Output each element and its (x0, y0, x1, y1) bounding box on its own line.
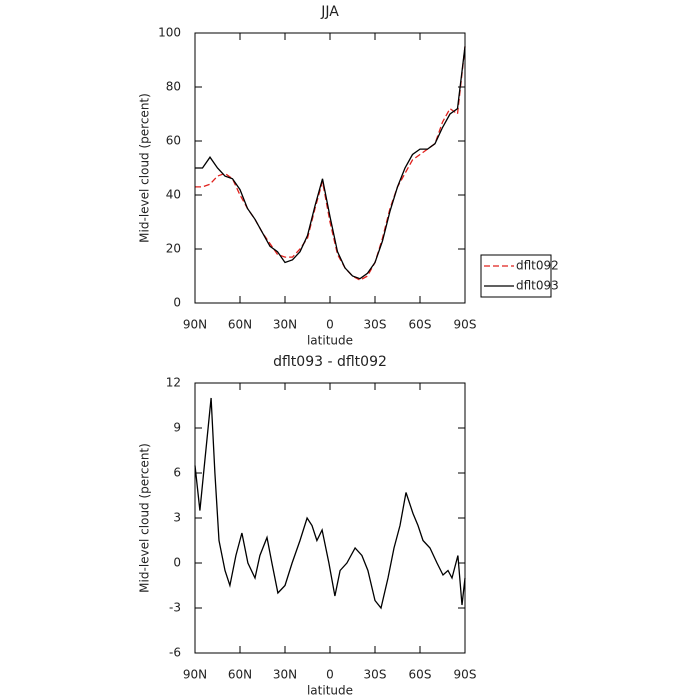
x-tick-label: 0 (326, 318, 334, 332)
y-tick-label: 20 (166, 242, 181, 256)
y-axis-label: Mid-level cloud (percent) (138, 443, 152, 593)
y-tick-label: 60 (166, 134, 181, 148)
x-tick-label: 30S (364, 318, 387, 332)
y-tick-label: 3 (173, 511, 181, 525)
y-tick-label: 6 (173, 466, 181, 480)
data-line (195, 46, 466, 281)
x-tick-label: 60S (409, 668, 432, 682)
data-line (195, 46, 466, 280)
data-line (194, 397, 466, 610)
y-tick-label: -3 (169, 601, 181, 615)
x-tick-label: 30N (273, 668, 297, 682)
x-tick-label: 30S (364, 668, 387, 682)
legend-label: dflt092 (516, 259, 559, 273)
x-tick-label: 60N (228, 318, 252, 332)
x-tick-label: 90S (454, 668, 477, 682)
y-tick-label: 9 (173, 421, 181, 435)
plot-frame (194, 382, 466, 654)
x-axis-label: latitude (307, 334, 353, 348)
x-tick-label: 90N (183, 668, 207, 682)
y-tick-label: -6 (169, 646, 181, 660)
x-axis-label: latitude (307, 684, 353, 698)
chart-title: JJA (320, 4, 339, 20)
y-tick-label: 80 (166, 80, 181, 94)
x-tick-label: 90N (183, 318, 207, 332)
x-tick-label: 0 (326, 668, 334, 682)
y-tick-label: 0 (173, 296, 181, 310)
chart-title: dflt093 - dflt092 (273, 354, 387, 370)
legend-label: dflt093 (516, 279, 559, 293)
legend-box (480, 254, 552, 298)
y-axis-label: Mid-level cloud (percent) (138, 93, 152, 243)
y-tick-label: 0 (173, 556, 181, 570)
x-tick-label: 30N (273, 318, 297, 332)
y-tick-label: 12 (166, 376, 181, 390)
y-tick-label: 100 (158, 26, 181, 40)
plot-frame (194, 32, 466, 304)
x-tick-label: 60N (228, 668, 252, 682)
y-tick-label: 40 (166, 188, 181, 202)
x-tick-label: 90S (454, 318, 477, 332)
x-tick-label: 60S (409, 318, 432, 332)
